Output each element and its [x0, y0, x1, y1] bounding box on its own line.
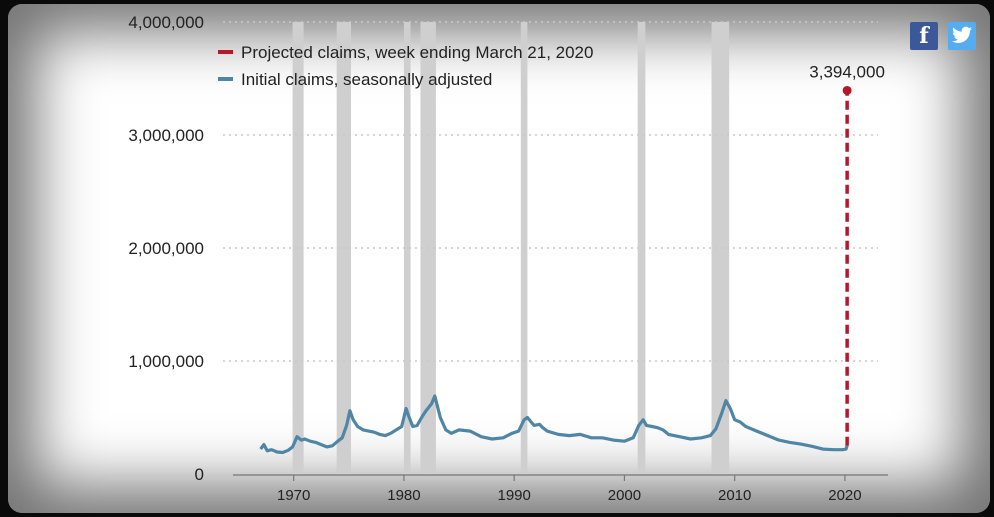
recession-band	[711, 22, 730, 474]
y-tick-label: 0	[195, 465, 204, 484]
x-tick-label: 2020	[828, 487, 861, 504]
y-tick-label: 3,000,000	[128, 126, 204, 145]
recession-band	[292, 22, 304, 474]
twitter-icon[interactable]	[948, 22, 976, 50]
legend-label: Initial claims, seasonally adjusted	[241, 70, 492, 89]
facebook-icon[interactable]: f	[910, 22, 938, 50]
projected-claims-label: 3,394,000	[809, 62, 885, 81]
x-tick-label: 1970	[277, 487, 310, 504]
twitter-bird-icon	[952, 26, 972, 43]
x-tick-label: 2010	[718, 487, 751, 504]
projected-claims-point	[842, 85, 852, 95]
initial-claims-line	[259, 394, 849, 455]
recession-band	[637, 22, 646, 474]
recession-band	[403, 22, 411, 474]
x-tick-label: 1990	[497, 487, 530, 504]
x-tick-label: 2000	[608, 487, 641, 504]
y-tick-label: 2,000,000	[128, 239, 204, 258]
chart-frame: 0 1,000,000 2,000,000 3,000,000 4,000,000 19…	[8, 4, 990, 513]
x-tick-label: 1980	[387, 487, 420, 504]
y-tick-label: 1,000,000	[128, 352, 204, 371]
y-tick-label: 4,000,000	[128, 13, 204, 32]
unemployment-claims-chart: 0 1,000,000 2,000,000 3,000,000 4,000,000 19…	[128, 13, 888, 504]
legend-label: Projected claims, week ending March 21, …	[241, 43, 593, 62]
